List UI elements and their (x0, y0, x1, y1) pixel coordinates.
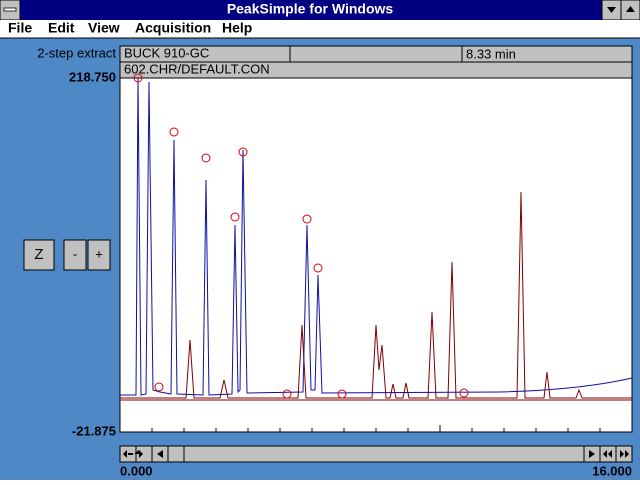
menu-item[interactable]: View (88, 20, 120, 36)
menu-item[interactable]: File (8, 20, 32, 36)
window-title: PeakSimple for Windows (227, 1, 394, 17)
y-max-label: 218.750 (69, 69, 116, 84)
y-min-label: -21.875 (72, 423, 116, 438)
scroll-thumb[interactable] (168, 446, 184, 462)
menu-item[interactable]: Acquisition (135, 20, 211, 36)
instrument: BUCK 910-GC (124, 45, 209, 60)
run-label: 2-step extract (37, 45, 116, 60)
zoom-in-label: + (95, 246, 103, 261)
menu-item[interactable]: Edit (48, 20, 75, 36)
x-max-label: 16.000 (592, 463, 632, 478)
zoom-out-label: - (73, 246, 77, 261)
file-name: 602.CHR/DEFAULT.CON (124, 61, 270, 76)
plot-area[interactable] (120, 78, 632, 432)
menu-item[interactable]: Help (222, 20, 252, 36)
system-menu-icon (4, 8, 16, 11)
scrollbar[interactable] (120, 446, 632, 462)
x-min-label: 0.000 (120, 463, 153, 478)
zoom-label: Z (34, 246, 43, 263)
run-time: 8.33 min (466, 46, 516, 61)
